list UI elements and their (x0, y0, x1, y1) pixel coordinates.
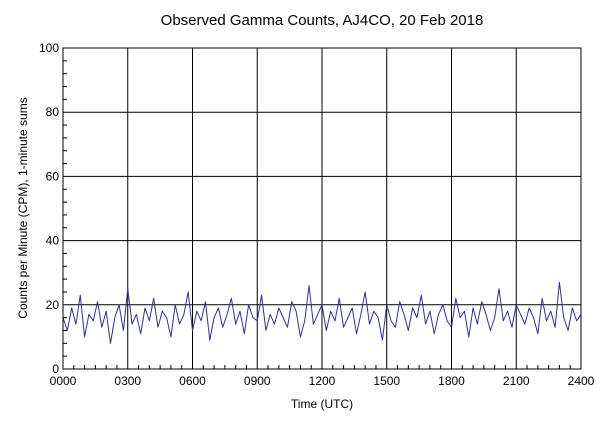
x-tick-label: 0300 (114, 374, 141, 388)
x-axis-title: Time (UTC) (291, 397, 353, 411)
y-tick-label: 20 (46, 298, 60, 312)
y-tick-label: 100 (39, 41, 59, 55)
y-tick-label: 40 (46, 234, 60, 248)
plot-frame (62, 47, 582, 370)
y-tick-label: 80 (46, 105, 60, 119)
x-tick-label: 1500 (373, 374, 400, 388)
x-tick-label: 0600 (179, 374, 206, 388)
series-line (62, 281, 582, 344)
y-axis-title: Counts per Minute (CPM), 1-minute sums (16, 97, 30, 318)
x-tick-labels: 0000 0300 0600 0900 1200 1500 1800 2100 2400 (50, 374, 595, 388)
x-tick-label: 1200 (309, 374, 336, 388)
minor-ticks (63, 60, 571, 369)
chart-title: Observed Gamma Counts, AJ4CO, 20 Feb 201… (161, 12, 484, 29)
x-tick-label: 1800 (438, 374, 465, 388)
y-tick-label: 60 (46, 169, 60, 183)
x-tick-label: 0900 (244, 374, 271, 388)
series-layer (62, 281, 582, 344)
x-tick-label: 2100 (503, 374, 530, 388)
x-tick-label: 2400 (568, 374, 595, 388)
y-tick-label: 0 (52, 362, 59, 376)
x-tick-label: 0000 (50, 374, 77, 388)
grid-lines (63, 48, 581, 369)
y-tick-labels: 0 20 40 60 80 100 (39, 41, 59, 376)
